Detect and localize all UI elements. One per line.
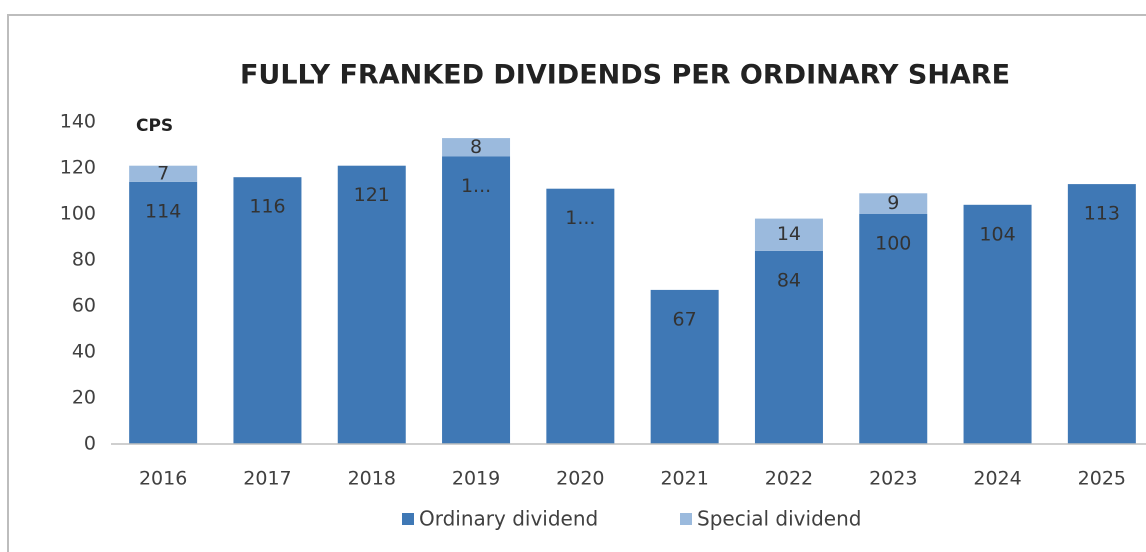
- x-tick-label: 2021: [660, 468, 708, 490]
- y-tick-label: 0: [84, 433, 96, 455]
- bar-segment: [442, 156, 511, 444]
- x-tick-label: 2024: [973, 468, 1021, 490]
- bar-segment: [546, 188, 615, 444]
- value-label: 104: [979, 223, 1015, 245]
- y-tick-label: 80: [72, 249, 96, 271]
- bar-segment: [859, 214, 928, 444]
- chart-frame: [7, 14, 1146, 552]
- bar-segment: [754, 218, 823, 251]
- y-tick-label: 40: [72, 341, 96, 363]
- bar-segment: [963, 204, 1032, 444]
- x-tick-label: 2023: [869, 468, 917, 490]
- x-tick-label: 2025: [1078, 468, 1126, 490]
- x-tick-label: 2017: [243, 468, 291, 490]
- bar-segment: [650, 289, 719, 444]
- value-label: 114: [145, 200, 181, 222]
- x-tick-label: 2018: [348, 468, 396, 490]
- bar-segment: [129, 181, 198, 445]
- y-tick-label: 100: [60, 203, 96, 225]
- legend-swatch: [402, 513, 414, 525]
- bar-segment: [1067, 184, 1136, 444]
- value-label: 14: [777, 223, 801, 245]
- y-tick-label: 20: [72, 387, 96, 409]
- y-tick-label: 120: [60, 157, 96, 179]
- value-label: 8: [470, 136, 482, 158]
- value-label: 113: [1084, 203, 1120, 225]
- bar-segment: [859, 193, 928, 214]
- bar-segment: [442, 138, 511, 157]
- bar-segment: [129, 165, 198, 182]
- value-label: 9: [887, 192, 899, 214]
- value-label: 7: [157, 162, 169, 184]
- value-label: 1...: [461, 175, 491, 197]
- value-label: 121: [354, 184, 390, 206]
- x-tick-label: 2022: [765, 468, 813, 490]
- legend-swatch: [680, 513, 692, 525]
- y-axis-label: CPS: [136, 116, 173, 136]
- legend-label: Ordinary dividend: [419, 507, 598, 531]
- bar-segment: [233, 177, 302, 444]
- bar-segment: [337, 165, 406, 444]
- legend-label: Special dividend: [697, 507, 861, 531]
- value-label: 67: [673, 308, 697, 330]
- x-tick-label: 2020: [556, 468, 604, 490]
- value-label: 84: [777, 269, 801, 291]
- y-tick-label: 60: [72, 295, 96, 317]
- value-label: 116: [249, 196, 285, 218]
- value-label: 1...: [565, 207, 595, 229]
- bar-segment: [754, 250, 823, 444]
- chart-title: FULLY FRANKED DIVIDENDS PER ORDINARY SHA…: [240, 60, 1010, 91]
- y-tick-label: 140: [60, 111, 96, 133]
- value-label: 100: [875, 233, 911, 255]
- x-tick-label: 2016: [139, 468, 187, 490]
- x-tick-label: 2019: [452, 468, 500, 490]
